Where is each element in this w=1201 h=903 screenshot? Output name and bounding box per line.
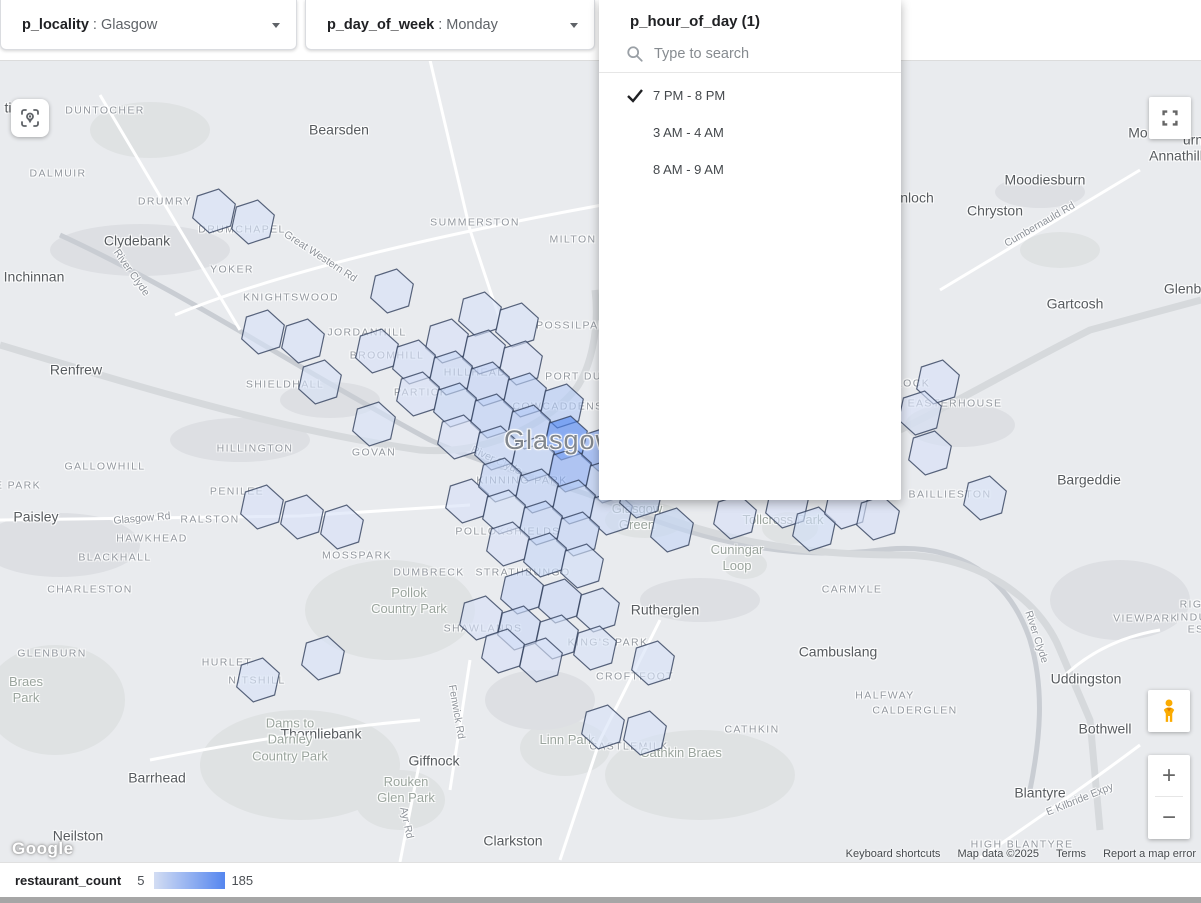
legend-bar: restaurant_count 5 185 xyxy=(0,862,1201,897)
hex-cell[interactable] xyxy=(298,359,342,405)
chevron-down-icon xyxy=(272,23,280,28)
hex-cell[interactable] xyxy=(281,318,325,364)
locality-filter-value: : Glasgow xyxy=(92,16,158,33)
hex-cell[interactable] xyxy=(280,494,324,540)
fullscreen-icon xyxy=(1162,110,1178,126)
pegman-icon xyxy=(1163,699,1175,722)
locality-filter-chip[interactable]: p_locality : Glasgow xyxy=(0,0,297,50)
hex-cell[interactable] xyxy=(192,188,236,234)
search-icon xyxy=(627,46,643,62)
horizontal-scrollbar[interactable] xyxy=(0,897,1201,903)
dropdown-option[interactable]: 8 AM - 9 AM xyxy=(599,151,901,188)
hex-cell[interactable] xyxy=(320,504,364,550)
hex-cell[interactable] xyxy=(623,710,667,756)
day-of-week-filter-chip[interactable]: p_day_of_week : Monday xyxy=(305,0,595,50)
locality-filter-label: p_locality xyxy=(22,16,89,33)
dropdown-option-label: 7 PM - 8 PM xyxy=(653,88,726,103)
day-filter-value: : Monday xyxy=(438,16,498,33)
hour-of-day-dropdown-panel: p_hour_of_day (1) 7 PM - 8 PM 3 AM - 4 AM… xyxy=(599,0,901,500)
legend-max-value: 185 xyxy=(231,872,254,888)
zoom-out-button[interactable]: − xyxy=(1161,803,1176,831)
hex-cell[interactable] xyxy=(437,414,481,460)
map-data-label: Map data ©2025 xyxy=(957,848,1039,860)
hex-cell[interactable] xyxy=(241,309,285,355)
locate-button[interactable] xyxy=(11,99,49,137)
hex-cell[interactable] xyxy=(713,494,757,540)
hex-cell[interactable] xyxy=(576,587,620,633)
keyboard-shortcuts-link[interactable]: Keyboard shortcuts xyxy=(845,848,941,860)
pegman-button[interactable] xyxy=(1148,690,1190,732)
hex-cell[interactable] xyxy=(898,390,942,436)
hex-cell[interactable] xyxy=(495,302,539,348)
hex-cell[interactable] xyxy=(236,657,280,703)
hex-cell[interactable] xyxy=(370,268,414,314)
hex-cell[interactable] xyxy=(355,328,399,374)
legend-min-value: 5 xyxy=(137,872,145,888)
hex-cell[interactable] xyxy=(631,640,675,686)
chevron-down-icon xyxy=(570,23,578,28)
dropdown-option-label: 3 AM - 4 AM xyxy=(653,125,724,140)
zoom-in-button[interactable]: + xyxy=(1161,761,1176,789)
dropdown-options-list: 7 PM - 8 PM 3 AM - 4 AM 8 AM - 9 AM xyxy=(599,77,901,188)
day-filter-label: p_day_of_week xyxy=(327,16,435,33)
legend-field-name: restaurant_count xyxy=(15,872,122,888)
hex-cell[interactable] xyxy=(963,475,1007,521)
report-error-link[interactable]: Report a map error xyxy=(1103,848,1196,860)
hex-cell[interactable] xyxy=(560,543,604,589)
hex-cell[interactable] xyxy=(581,704,625,750)
hex-cell[interactable] xyxy=(908,430,952,476)
search-input[interactable] xyxy=(652,40,876,68)
hex-cell[interactable] xyxy=(856,495,900,541)
hex-cell[interactable] xyxy=(519,637,563,683)
dropdown-option-label: 8 AM - 9 AM xyxy=(653,162,724,177)
hex-cell[interactable] xyxy=(481,628,525,674)
terms-link[interactable]: Terms xyxy=(1056,848,1086,860)
legend-gradient-swatch xyxy=(154,871,226,889)
hex-cell[interactable] xyxy=(486,521,530,567)
dropdown-title: p_hour_of_day (1) xyxy=(630,13,761,30)
locate-pin-icon xyxy=(21,109,39,127)
check-icon xyxy=(627,89,643,103)
hex-overlay xyxy=(192,188,1007,756)
hex-cell[interactable] xyxy=(523,532,567,578)
hex-cell[interactable] xyxy=(650,507,694,553)
google-logo: Google xyxy=(12,839,74,858)
hex-cell[interactable] xyxy=(458,291,502,337)
fullscreen-button[interactable] xyxy=(1149,97,1191,139)
zoom-control: + − xyxy=(1148,755,1190,839)
dropdown-option[interactable]: 3 AM - 4 AM xyxy=(599,114,901,151)
dropdown-option[interactable]: 7 PM - 8 PM xyxy=(599,77,901,114)
hex-cell[interactable] xyxy=(459,595,503,641)
hex-cell[interactable] xyxy=(396,371,440,417)
hex-cell[interactable] xyxy=(352,401,396,447)
hex-cell[interactable] xyxy=(301,635,345,681)
hex-cell[interactable] xyxy=(573,625,617,671)
hex-cell[interactable] xyxy=(231,199,275,245)
zoom-divider xyxy=(1155,796,1183,797)
dropdown-search-row xyxy=(599,36,901,73)
hex-cell[interactable] xyxy=(240,484,284,530)
map-attribution: Keyboard shortcuts Map data ©2025 Terms … xyxy=(832,848,1196,860)
